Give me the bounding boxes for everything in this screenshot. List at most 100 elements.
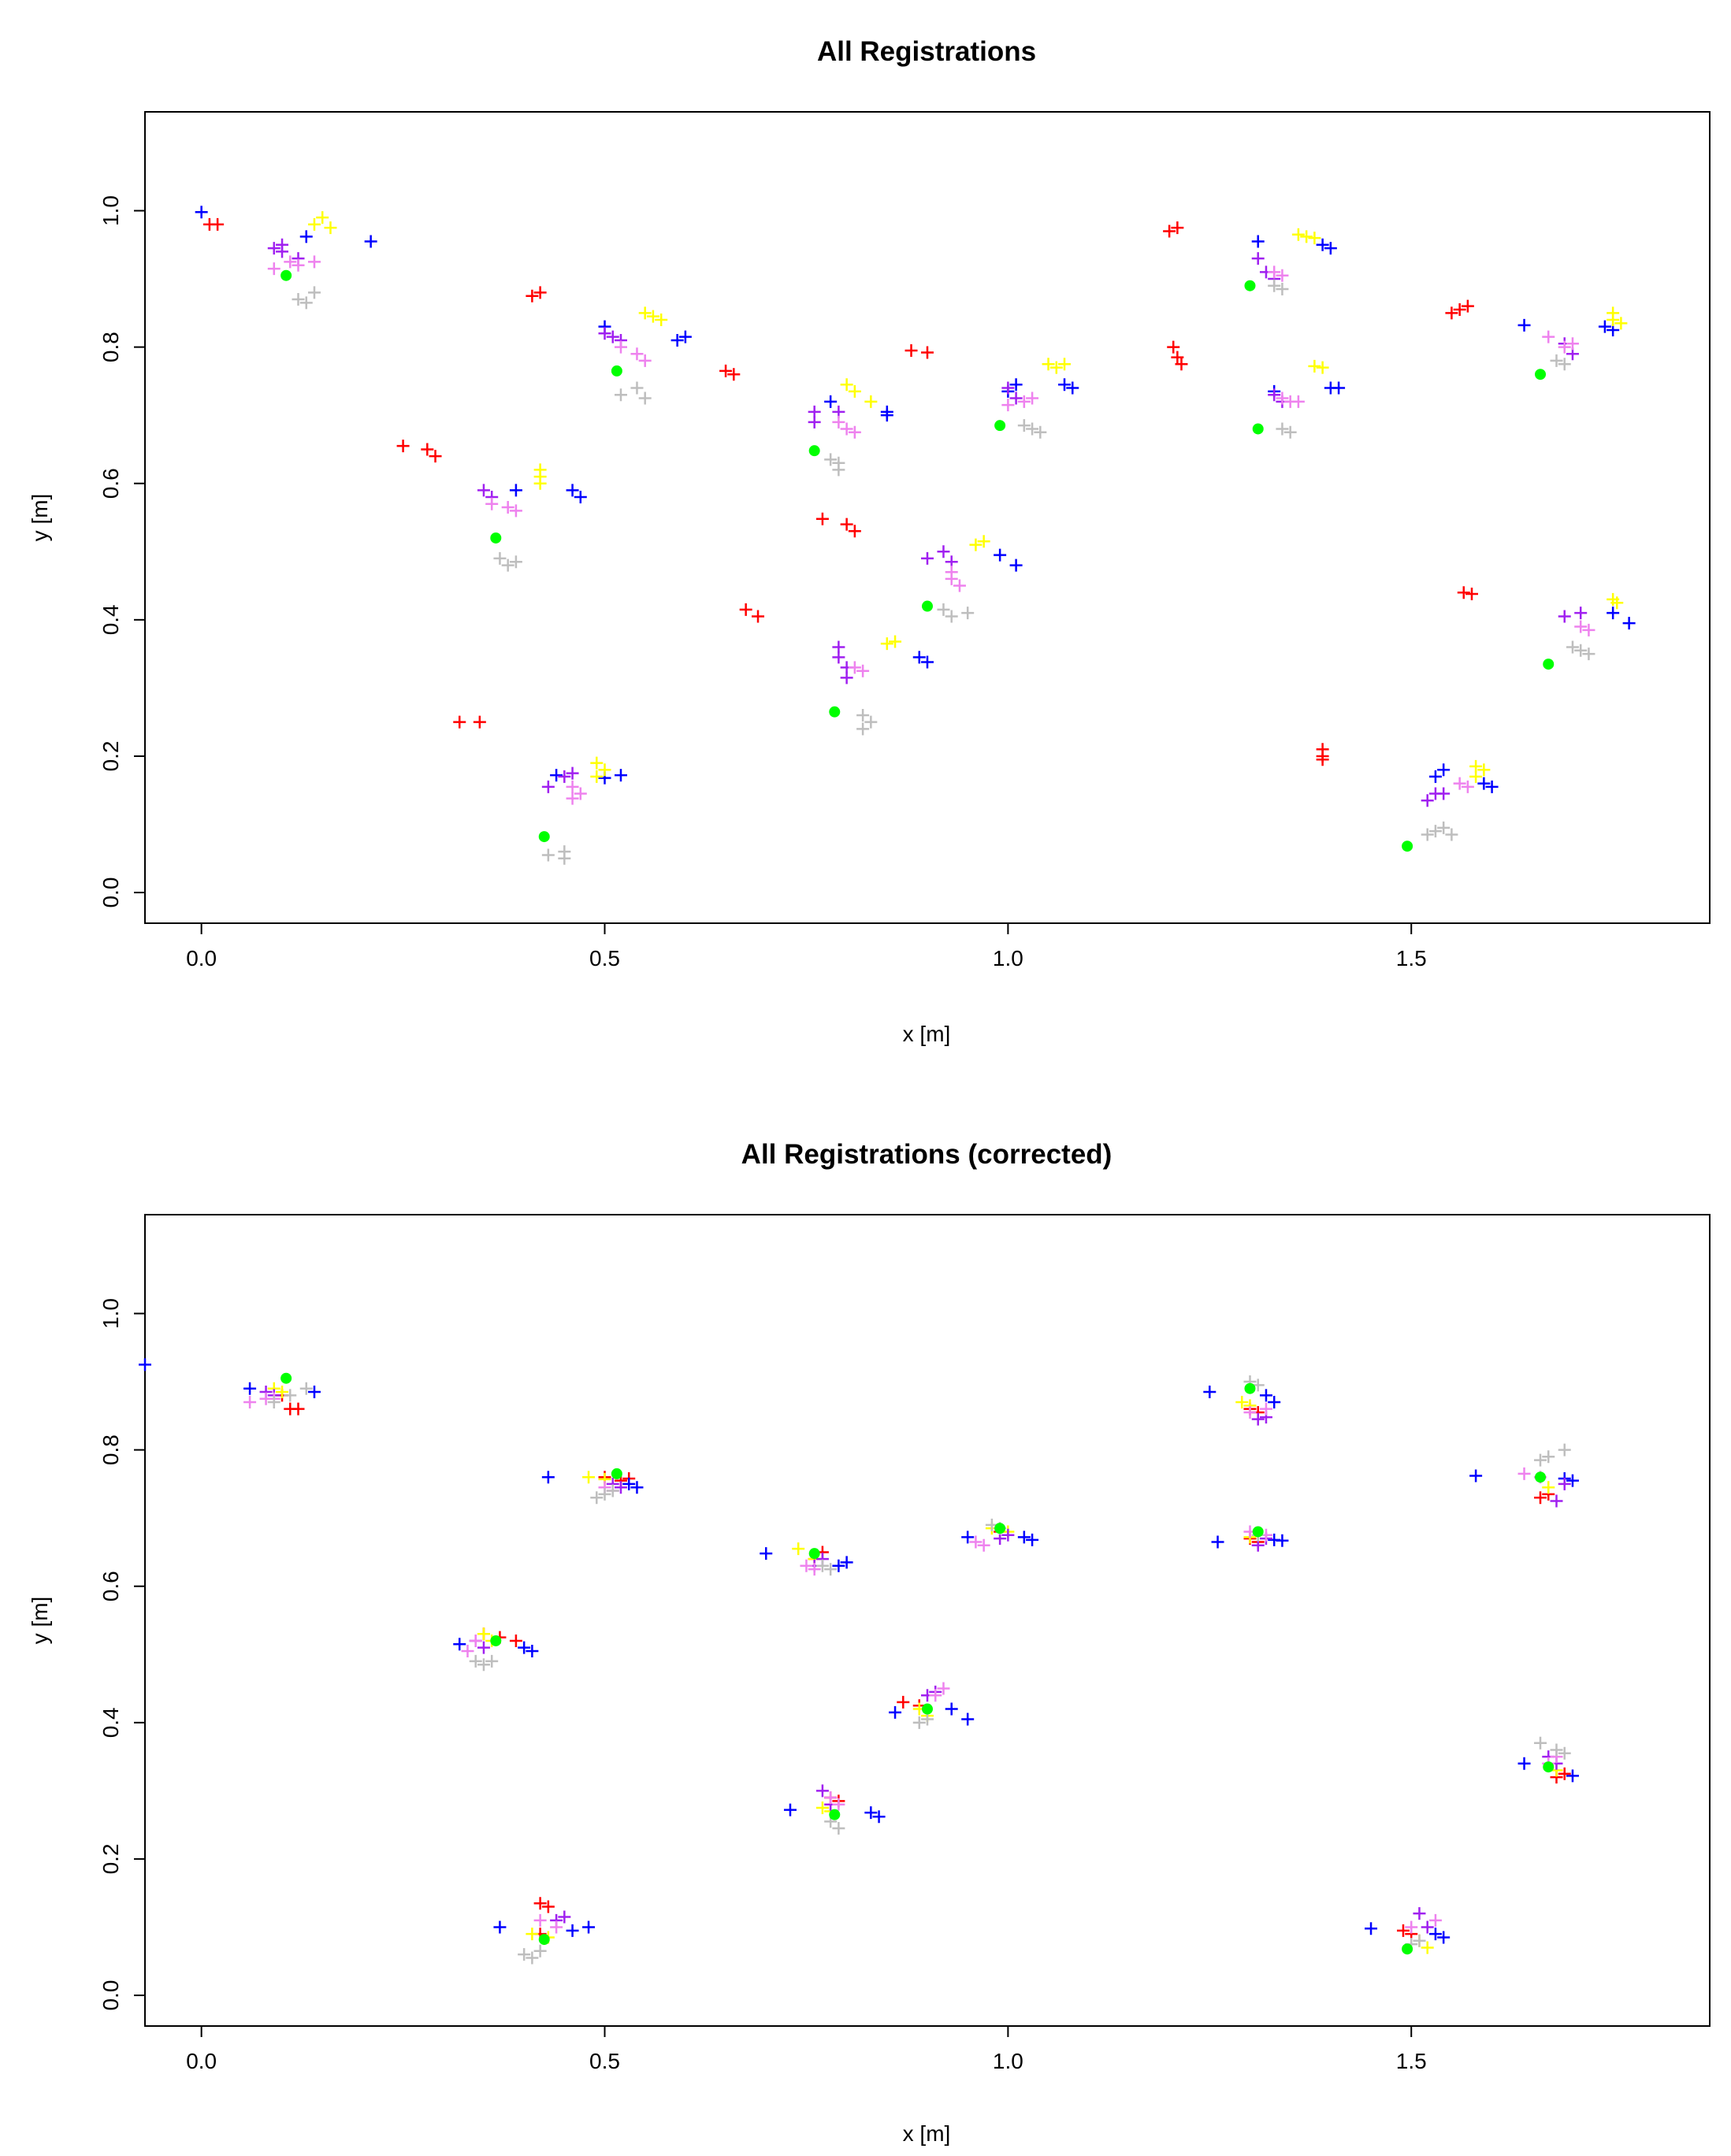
x-tick-label: 0.5 <box>589 2049 620 2073</box>
registration-point <box>1316 753 1329 766</box>
x-tick-label: 1.5 <box>1396 946 1427 970</box>
registration-point <box>912 651 926 664</box>
registration-point <box>1598 320 1611 333</box>
registration-point <box>501 501 514 514</box>
registration-point <box>1614 317 1628 330</box>
registration-point <box>840 671 853 685</box>
registration-point <box>1610 596 1624 610</box>
registration-point <box>211 217 225 231</box>
reference-point <box>611 1468 622 1479</box>
registration-point <box>1291 228 1305 241</box>
registration-point <box>526 289 539 302</box>
y-tick-label: 0.6 <box>98 1571 123 1601</box>
registration-point <box>1268 265 1281 279</box>
registration-point <box>1558 1477 1571 1490</box>
registration-point <box>566 780 579 793</box>
data-points <box>195 206 1636 865</box>
registration-point <box>856 664 870 677</box>
y-tick-label: 0.6 <box>98 468 123 499</box>
registration-point <box>630 381 644 395</box>
registration-point <box>1477 763 1491 777</box>
registration-point <box>1211 1535 1224 1549</box>
y-tick-label: 1.0 <box>98 1298 123 1329</box>
registration-point <box>1453 777 1466 790</box>
registration-point <box>276 1386 289 1399</box>
registration-point <box>316 211 329 225</box>
registration-point <box>977 1538 990 1552</box>
registration-point <box>469 1654 482 1668</box>
registration-point <box>1308 232 1321 245</box>
registration-point <box>921 551 934 565</box>
registration-point <box>1461 780 1474 793</box>
registration-point <box>832 1821 845 1835</box>
registration-point <box>299 296 313 310</box>
registration-point <box>485 1654 499 1668</box>
registration-point <box>582 1471 596 1484</box>
reference-point <box>1252 423 1264 435</box>
registration-point <box>969 1535 983 1549</box>
registration-point <box>1413 1907 1426 1920</box>
registration-point <box>719 364 733 377</box>
registration-point <box>1558 358 1571 371</box>
reference-point <box>280 1372 292 1384</box>
registration-point <box>1251 1412 1265 1426</box>
registration-point <box>606 330 619 343</box>
registration-point <box>1469 1469 1483 1482</box>
registration-point <box>606 1484 619 1497</box>
x-tick-label: 1.0 <box>993 946 1023 970</box>
registration-point <box>292 1402 305 1416</box>
registration-point <box>808 1563 821 1576</box>
registration-point <box>1268 1396 1281 1409</box>
x-axis-label: x [m] <box>903 1022 951 1046</box>
registration-point <box>880 409 893 422</box>
registration-point <box>421 443 434 456</box>
registration-point <box>307 286 321 299</box>
registration-point <box>848 661 861 674</box>
registration-point <box>1534 1736 1547 1750</box>
reference-point <box>994 420 1006 432</box>
registration-point <box>1175 358 1188 371</box>
registration-point <box>267 1396 280 1409</box>
registration-point <box>1251 235 1265 248</box>
registration-point <box>1171 221 1184 235</box>
reference-point <box>490 532 502 544</box>
registration-point <box>1396 1924 1410 1937</box>
registration-point <box>1566 1474 1579 1487</box>
registration-point <box>1574 620 1588 633</box>
registration-point <box>1566 640 1579 654</box>
registration-point <box>815 512 829 525</box>
chart-panel-1: All Registrations 0.0 0.5 1.0 1.50.00.20.40… <box>28 36 1711 1046</box>
registration-point <box>961 607 975 620</box>
registration-point <box>292 258 305 272</box>
registration-point <box>1428 1913 1442 1927</box>
y-tick-label: 0.0 <box>98 878 123 908</box>
registration-point <box>614 388 627 402</box>
registration-point <box>509 504 522 518</box>
plot-frame <box>144 1214 1711 2027</box>
registration-point <box>598 763 611 777</box>
registration-point <box>1437 763 1451 777</box>
reference-point <box>280 269 292 281</box>
registration-point <box>1607 313 1620 326</box>
registration-point <box>1413 1934 1426 1947</box>
registration-point <box>1517 1467 1531 1480</box>
registration-point <box>1034 425 1047 439</box>
registration-point <box>1437 1931 1451 1944</box>
registration-point <box>824 1791 838 1805</box>
registration-point <box>945 1702 958 1716</box>
registration-point <box>473 715 486 729</box>
registration-point <box>752 610 765 623</box>
registration-point <box>1308 359 1321 373</box>
registration-point <box>1276 391 1289 405</box>
registration-point <box>1268 279 1281 292</box>
registration-point <box>848 525 861 538</box>
registration-point <box>1558 340 1571 354</box>
reference-point <box>1402 1943 1413 1955</box>
data-points <box>139 1358 1579 1965</box>
registration-point <box>630 347 644 361</box>
registration-point <box>1428 825 1442 838</box>
registration-point <box>638 354 652 367</box>
registration-point <box>396 440 410 453</box>
registration-point <box>1049 361 1063 374</box>
registration-point <box>267 242 280 255</box>
